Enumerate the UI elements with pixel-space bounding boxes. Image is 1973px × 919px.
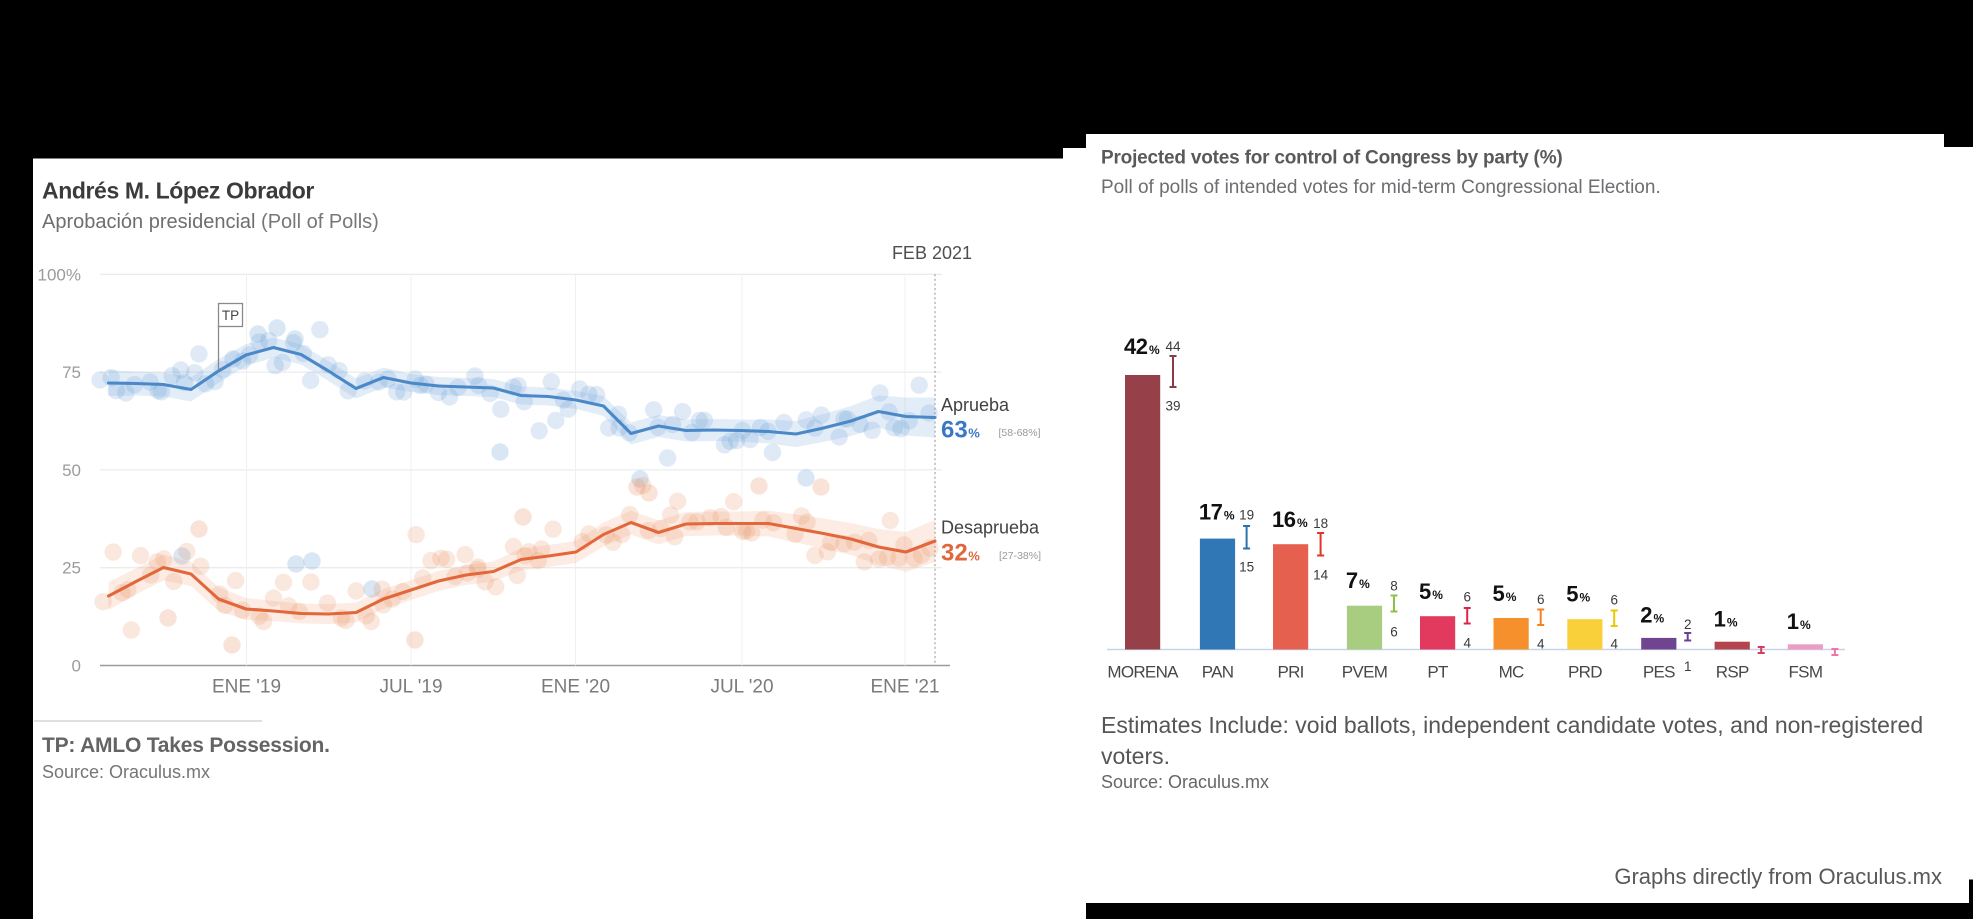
svg-text:PES: PES bbox=[1643, 663, 1675, 682]
svg-text:39: 39 bbox=[1165, 399, 1180, 414]
svg-text:FSM: FSM bbox=[1789, 663, 1823, 682]
svg-text:Aprobación presidencial (Poll: Aprobación presidencial (Poll of Polls) bbox=[42, 211, 379, 233]
svg-text:15: 15 bbox=[1239, 560, 1254, 575]
svg-text:PVEM: PVEM bbox=[1342, 663, 1387, 682]
svg-text:PAN: PAN bbox=[1202, 663, 1234, 682]
svg-text:6: 6 bbox=[1390, 625, 1398, 640]
svg-text:Poll of polls of intended vote: Poll of polls of intended votes for mid-… bbox=[1101, 177, 1661, 198]
svg-text:6: 6 bbox=[1463, 590, 1471, 605]
svg-text:Source: Oraculus.mx: Source: Oraculus.mx bbox=[42, 762, 210, 782]
svg-text:25: 25 bbox=[62, 559, 81, 578]
svg-text:MC: MC bbox=[1499, 663, 1524, 682]
svg-text:2: 2 bbox=[1684, 617, 1692, 632]
svg-text:[58-68%]: [58-68%] bbox=[999, 427, 1041, 439]
svg-text:44: 44 bbox=[1165, 339, 1181, 354]
svg-text:Source: Oraculus.mx: Source: Oraculus.mx bbox=[1101, 772, 1269, 792]
svg-text:0: 0 bbox=[72, 657, 81, 676]
svg-text:ENE '20: ENE '20 bbox=[541, 677, 610, 698]
svg-text:50: 50 bbox=[62, 461, 81, 480]
svg-text:JUL '20: JUL '20 bbox=[710, 677, 773, 698]
svg-text:PT: PT bbox=[1427, 663, 1448, 682]
svg-text:4: 4 bbox=[1537, 637, 1545, 652]
svg-text:ENE '19: ENE '19 bbox=[212, 677, 281, 698]
svg-text:FEB 2021: FEB 2021 bbox=[892, 243, 972, 263]
svg-text:Estimates Include: void ballot: Estimates Include: void ballots, indepen… bbox=[1101, 712, 1923, 738]
svg-text:4: 4 bbox=[1463, 636, 1471, 651]
svg-text:18: 18 bbox=[1313, 516, 1328, 531]
svg-text:8: 8 bbox=[1390, 579, 1398, 594]
svg-text:4: 4 bbox=[1610, 637, 1618, 652]
svg-text:PRD: PRD bbox=[1568, 663, 1602, 682]
svg-text:MORENA: MORENA bbox=[1107, 663, 1179, 682]
svg-text:PRI: PRI bbox=[1277, 663, 1303, 682]
svg-text:Graphs directly from Oraculus.: Graphs directly from Oraculus.mx bbox=[1614, 864, 1942, 889]
svg-text:RSP: RSP bbox=[1716, 663, 1749, 682]
svg-text:6: 6 bbox=[1610, 593, 1618, 608]
svg-text:1: 1 bbox=[1684, 659, 1692, 674]
svg-text:[27-38%]: [27-38%] bbox=[999, 550, 1041, 562]
svg-text:14: 14 bbox=[1313, 568, 1329, 583]
svg-text:Projected votes for control of: Projected votes for control of Congress … bbox=[1101, 148, 1563, 169]
svg-text:19: 19 bbox=[1239, 508, 1254, 523]
svg-text:voters.: voters. bbox=[1101, 743, 1170, 769]
svg-text:ENE '21: ENE '21 bbox=[870, 677, 939, 698]
svg-text:100%: 100% bbox=[38, 265, 81, 284]
svg-text:JUL '19: JUL '19 bbox=[379, 677, 442, 698]
svg-text:Andrés M. López Obrador: Andrés M. López Obrador bbox=[42, 178, 314, 204]
svg-text:TP: TP bbox=[222, 308, 239, 323]
svg-text:75: 75 bbox=[62, 363, 81, 382]
svg-text:Desaprueba: Desaprueba bbox=[941, 518, 1040, 538]
svg-text:6: 6 bbox=[1537, 592, 1545, 607]
svg-text:TP: AMLO Takes Possession.: TP: AMLO Takes Possession. bbox=[42, 734, 330, 757]
svg-text:Aprueba: Aprueba bbox=[941, 395, 1010, 415]
